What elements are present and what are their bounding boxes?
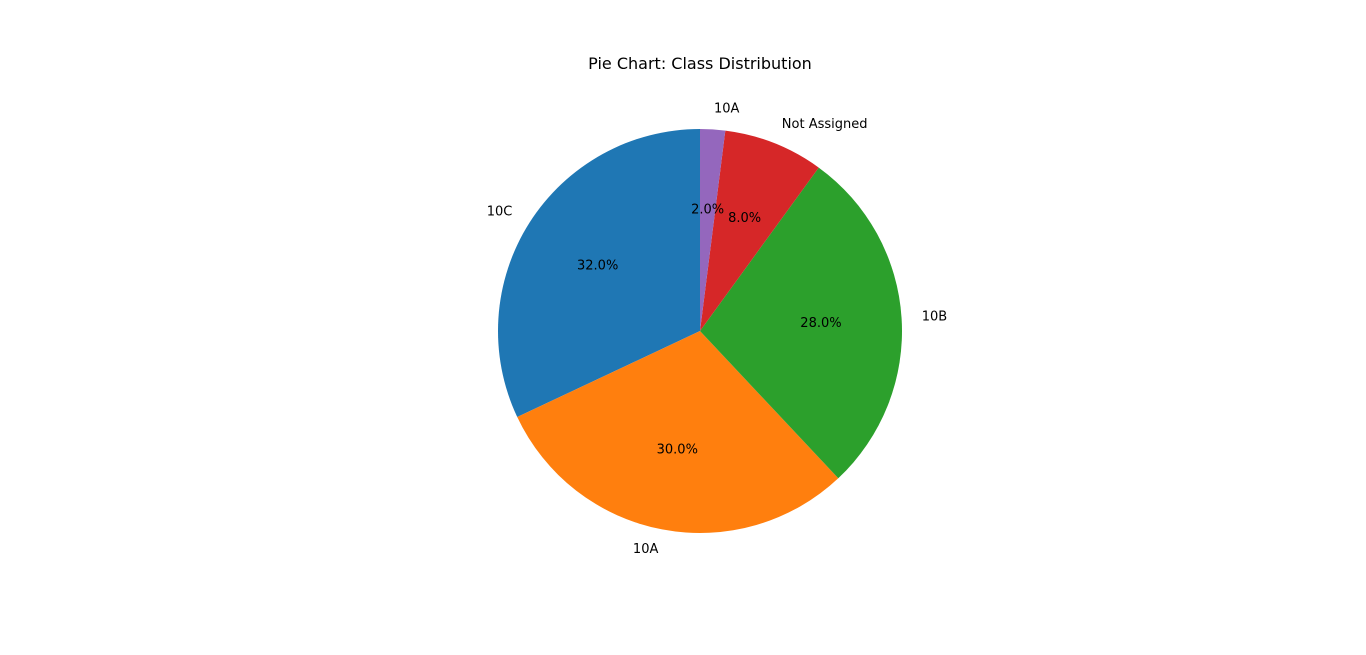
slice-label-3: Not Assigned	[782, 117, 868, 132]
slice-percent-1: 30.0%	[657, 443, 698, 458]
pie-slice-3	[700, 130, 819, 331]
slice-label-0: 10C	[487, 204, 513, 219]
slice-percent-0: 32.0%	[577, 259, 618, 274]
pie-slice-2	[700, 167, 902, 479]
slice-percent-4: 2.0%	[691, 203, 724, 218]
slice-percent-3: 8.0%	[728, 211, 761, 226]
pie-slice-1	[517, 331, 839, 533]
slice-label-1: 10A	[633, 542, 659, 557]
pie-slices	[497, 129, 902, 533]
slice-percent-2: 28.0%	[800, 316, 841, 331]
slice-label-2: 10B	[922, 310, 947, 325]
pie-slice-4	[700, 129, 726, 331]
slice-label-4: 10A	[714, 102, 740, 117]
chart-title: Pie Chart: Class Distribution	[588, 54, 812, 73]
pie-slice-0	[497, 129, 700, 418]
pie-labels: 10C 32.0% 10A 30.0% 10B 28.0% Not Assigned 8.0%…	[487, 102, 947, 557]
